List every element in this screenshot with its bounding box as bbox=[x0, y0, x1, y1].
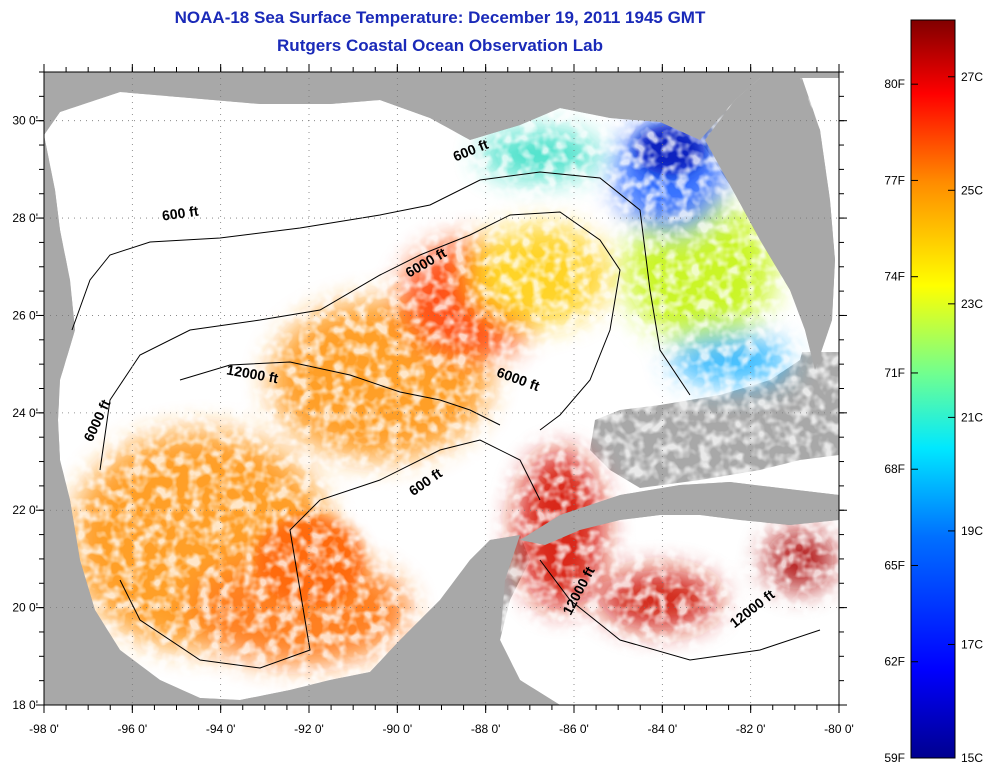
colorbar-label-c: 21C bbox=[961, 410, 983, 424]
lon-tick-label: -98 0' bbox=[29, 722, 59, 736]
colorbar-label-c: 25C bbox=[961, 183, 983, 197]
lat-tick-label: 22 0' bbox=[12, 503, 38, 517]
lat-tick-label: 26 0' bbox=[12, 308, 38, 322]
grid-lines bbox=[44, 72, 839, 705]
lon-tick-label: -80 0' bbox=[824, 722, 854, 736]
lat-tick-label: 30 0' bbox=[12, 114, 38, 128]
colorbar-label-c: 19C bbox=[961, 524, 983, 538]
contour-600ft-mexico bbox=[119, 439, 541, 669]
colorbar-label-f: 74F bbox=[884, 270, 905, 284]
land-overlay-north bbox=[44, 72, 839, 140]
lon-tick-label: -96 0' bbox=[118, 722, 148, 736]
colorbar-label-f: 68F bbox=[884, 462, 905, 476]
contour-12000ft bbox=[179, 361, 501, 426]
contour-12000ft-caribbean bbox=[539, 559, 821, 661]
contour-600ft bbox=[71, 171, 691, 396]
lat-tick-label: 20 0' bbox=[12, 601, 38, 615]
colorbar-label-f: 62F bbox=[884, 655, 905, 669]
lat-tick-label: 24 0' bbox=[12, 406, 38, 420]
lon-tick-label: -88 0' bbox=[471, 722, 501, 736]
colorbar-label-f: 77F bbox=[884, 173, 905, 187]
colorbar-label-f: 59F bbox=[884, 751, 905, 765]
depth-contours bbox=[71, 171, 821, 669]
colorbar-label-c: 17C bbox=[961, 637, 983, 651]
lon-tick-label: -86 0' bbox=[559, 722, 589, 736]
colorbar bbox=[910, 19, 956, 759]
colorbar-label-c: 27C bbox=[961, 70, 983, 84]
map-subtitle: Rutgers Coastal Ocean Observation Lab bbox=[277, 36, 603, 55]
colorbar-labels: 80F 77F 74F 71F 68F 65F 62F 59F 27C 25C 23C 21C 19C 1… bbox=[884, 70, 983, 765]
contour-label: 600 ft bbox=[161, 203, 200, 224]
land-overlay-mexico bbox=[44, 135, 560, 705]
lon-tick-label: -82 0' bbox=[736, 722, 766, 736]
colorbar-label-f: 65F bbox=[884, 558, 905, 572]
map-title: NOAA-18 Sea Surface Temperature: Decembe… bbox=[174, 8, 706, 27]
contour-6000ft bbox=[99, 211, 621, 471]
lon-tick-label: -94 0' bbox=[206, 722, 236, 736]
land-overlay-florida bbox=[705, 78, 835, 370]
land-overlay-cuba bbox=[520, 482, 839, 545]
axis-ticks: -98 0' -96 0' -94 0' -92 0' -90 0' -88 0' -86 … bbox=[12, 64, 854, 736]
colorbar-label-c: 23C bbox=[961, 297, 983, 311]
lon-tick-label: -92 0' bbox=[294, 722, 324, 736]
lat-tick-label: 18 0' bbox=[12, 698, 38, 712]
lon-tick-label: -84 0' bbox=[648, 722, 678, 736]
colorbar-label-f: 80F bbox=[884, 77, 905, 91]
colorbar-label-c: 15C bbox=[961, 751, 983, 765]
lat-tick-label: 28 0' bbox=[12, 211, 38, 225]
lon-tick-label: -90 0' bbox=[383, 722, 413, 736]
colorbar-label-f: 71F bbox=[884, 366, 905, 380]
